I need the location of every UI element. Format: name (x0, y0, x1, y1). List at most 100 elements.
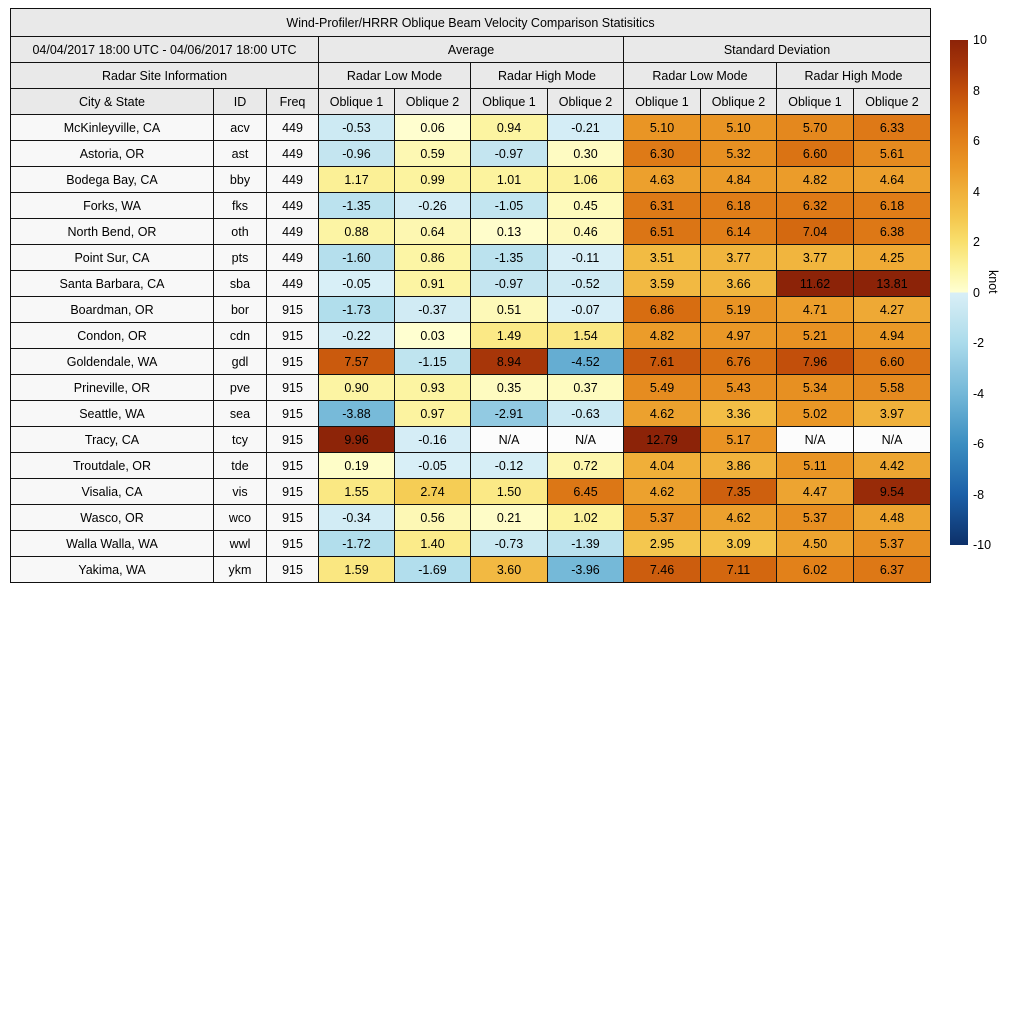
heatmap-cell: 3.59 (623, 270, 701, 297)
heatmap-cell: 13.81 (853, 270, 931, 297)
group-header-row: 04/04/2017 18:00 UTC - 04/06/2017 18:00 … (10, 36, 931, 63)
heatmap-cell: 7.04 (776, 218, 854, 245)
heatmap-cell: 3.36 (700, 400, 777, 427)
heatmap-cell: 3.77 (700, 244, 777, 271)
site-id-cell: sba (213, 270, 267, 297)
heatmap-cell: 4.97 (700, 322, 777, 349)
city-cell: Yakima, WA (10, 556, 214, 583)
heatmap-cell: 0.64 (394, 218, 471, 245)
colorbar-tick-label: 6 (973, 134, 980, 148)
heatmap-cell: 6.37 (853, 556, 931, 583)
heatmap-cell: -0.11 (547, 244, 624, 271)
heatmap-cell: -4.52 (547, 348, 624, 375)
sd-low-mode-header: Radar Low Mode (623, 62, 777, 89)
table-row: Visalia, CA vis 915 1.55 2.74 1.50 6.45 4.62 7.3… (10, 478, 931, 505)
oblique1-header: Oblique 1 (318, 88, 395, 115)
heatmap-cell: 0.19 (318, 452, 395, 479)
heatmap-cell: 4.62 (700, 504, 777, 531)
heatmap-cell: 4.47 (776, 478, 854, 505)
heatmap-cell: 0.45 (547, 192, 624, 219)
heatmap-cell: 4.62 (623, 400, 701, 427)
heatmap-cell: 3.66 (700, 270, 777, 297)
heatmap-cell: 6.18 (853, 192, 931, 219)
heatmap-cell: 4.63 (623, 166, 701, 193)
site-id-cell: wco (213, 504, 267, 531)
heatmap-cell: -1.35 (318, 192, 395, 219)
site-id-cell: pts (213, 244, 267, 271)
table-row: Prineville, OR pve 915 0.90 0.93 0.35 0.37 5.49… (10, 374, 931, 401)
heatmap-cell: -1.39 (547, 530, 624, 557)
colorbar-tick-label: -4 (973, 386, 985, 401)
heatmap-cell: 0.06 (394, 114, 471, 141)
heatmap-cell: 4.25 (853, 244, 931, 271)
city-cell: Boardman, OR (10, 296, 214, 323)
heatmap-cell: 7.11 (700, 556, 777, 583)
freq-cell: 449 (266, 140, 319, 167)
freq-cell: 449 (266, 192, 319, 219)
heatmap-cell: -1.15 (394, 348, 471, 375)
heatmap-cell: 6.18 (700, 192, 777, 219)
city-cell: Walla Walla, WA (10, 530, 214, 557)
table-row: Seattle, WA sea 915 -3.88 0.97 -2.91 -0.63 4.62… (10, 400, 931, 427)
heatmap-cell: 11.62 (776, 270, 854, 297)
heatmap-cell: -0.05 (394, 452, 471, 479)
heatmap-cell: 0.46 (547, 218, 624, 245)
colorbar-tick-label: 0 (973, 285, 980, 300)
heatmap-cell: 5.58 (853, 374, 931, 401)
id-header: ID (213, 88, 267, 115)
heatmap-cell: 0.88 (318, 218, 395, 245)
heatmap-cell: 0.94 (470, 114, 548, 141)
table-row: Bodega Bay, CA bby 449 1.17 0.99 1.01 1.06 4.63… (10, 166, 931, 193)
heatmap-cell: 5.70 (776, 114, 854, 141)
colorbar-tick-label: -6 (973, 437, 985, 451)
heatmap-cell: 6.38 (853, 218, 931, 245)
heatmap-cell: 0.72 (547, 452, 624, 479)
site-id-cell: gdl (213, 348, 267, 375)
city-cell: Condon, OR (10, 322, 214, 349)
heatmap-cell: 6.14 (700, 218, 777, 245)
heatmap-cell: -0.63 (547, 400, 624, 427)
table-row: Tracy, CA tcy 915 9.96 -0.16 N/A N/A 12.79 5.17 N… (10, 426, 931, 453)
freq-cell: 915 (266, 530, 319, 557)
site-id-cell: oth (213, 218, 267, 245)
heatmap-cell: 2.95 (623, 530, 701, 557)
heatmap-cell: 6.02 (776, 556, 854, 583)
heatmap-cell: -0.97 (470, 140, 548, 167)
table-row: Boardman, OR bor 915 -1.73 -0.37 0.51 -0.07 6.8… (10, 296, 931, 323)
heatmap-cell: 6.86 (623, 296, 701, 323)
heatmap-cell: 0.03 (394, 322, 471, 349)
title-row: Wind-Profiler/HRRR Oblique Beam Velocity… (10, 8, 931, 37)
heatmap-cell: -0.22 (318, 322, 395, 349)
heatmap-cell: -0.52 (547, 270, 624, 297)
city-cell: Seattle, WA (10, 400, 214, 427)
heatmap-cell: 6.51 (623, 218, 701, 245)
heatmap-cell: 7.57 (318, 348, 395, 375)
heatmap-cell: 4.82 (623, 322, 701, 349)
site-id-cell: sea (213, 400, 267, 427)
city-cell: Prineville, OR (10, 374, 214, 401)
heatmap-cell: 5.37 (853, 530, 931, 557)
heatmap-cell: N/A (470, 426, 548, 453)
freq-cell: 449 (266, 270, 319, 297)
heatmap-cell: -0.97 (470, 270, 548, 297)
heatmap-cell: 1.54 (547, 322, 624, 349)
city-cell: Wasco, OR (10, 504, 214, 531)
heatmap-cell: 5.10 (623, 114, 701, 141)
heatmap-cell: 0.59 (394, 140, 471, 167)
table-row: Condon, OR cdn 915 -0.22 0.03 1.49 1.54 4.82 4.9… (10, 322, 931, 349)
heatmap-cell: 5.19 (700, 296, 777, 323)
heatmap-cell: 0.99 (394, 166, 471, 193)
heatmap-cell: 1.55 (318, 478, 395, 505)
heatmap-cell: 7.46 (623, 556, 701, 583)
heatmap-cell: 4.71 (776, 296, 854, 323)
heatmap-cell: 6.33 (853, 114, 931, 141)
city-cell: Goldendale, WA (10, 348, 214, 375)
heatmap-cell: 4.04 (623, 452, 701, 479)
heatmap-cell: 6.31 (623, 192, 701, 219)
heatmap-cell: 4.27 (853, 296, 931, 323)
heatmap-cell: 9.96 (318, 426, 395, 453)
heatmap-cell: -0.73 (470, 530, 548, 557)
heatmap-cell: 0.56 (394, 504, 471, 531)
site-id-cell: fks (213, 192, 267, 219)
table-row: Forks, WA fks 449 -1.35 -0.26 -1.05 0.45 6.31 6.… (10, 192, 931, 219)
